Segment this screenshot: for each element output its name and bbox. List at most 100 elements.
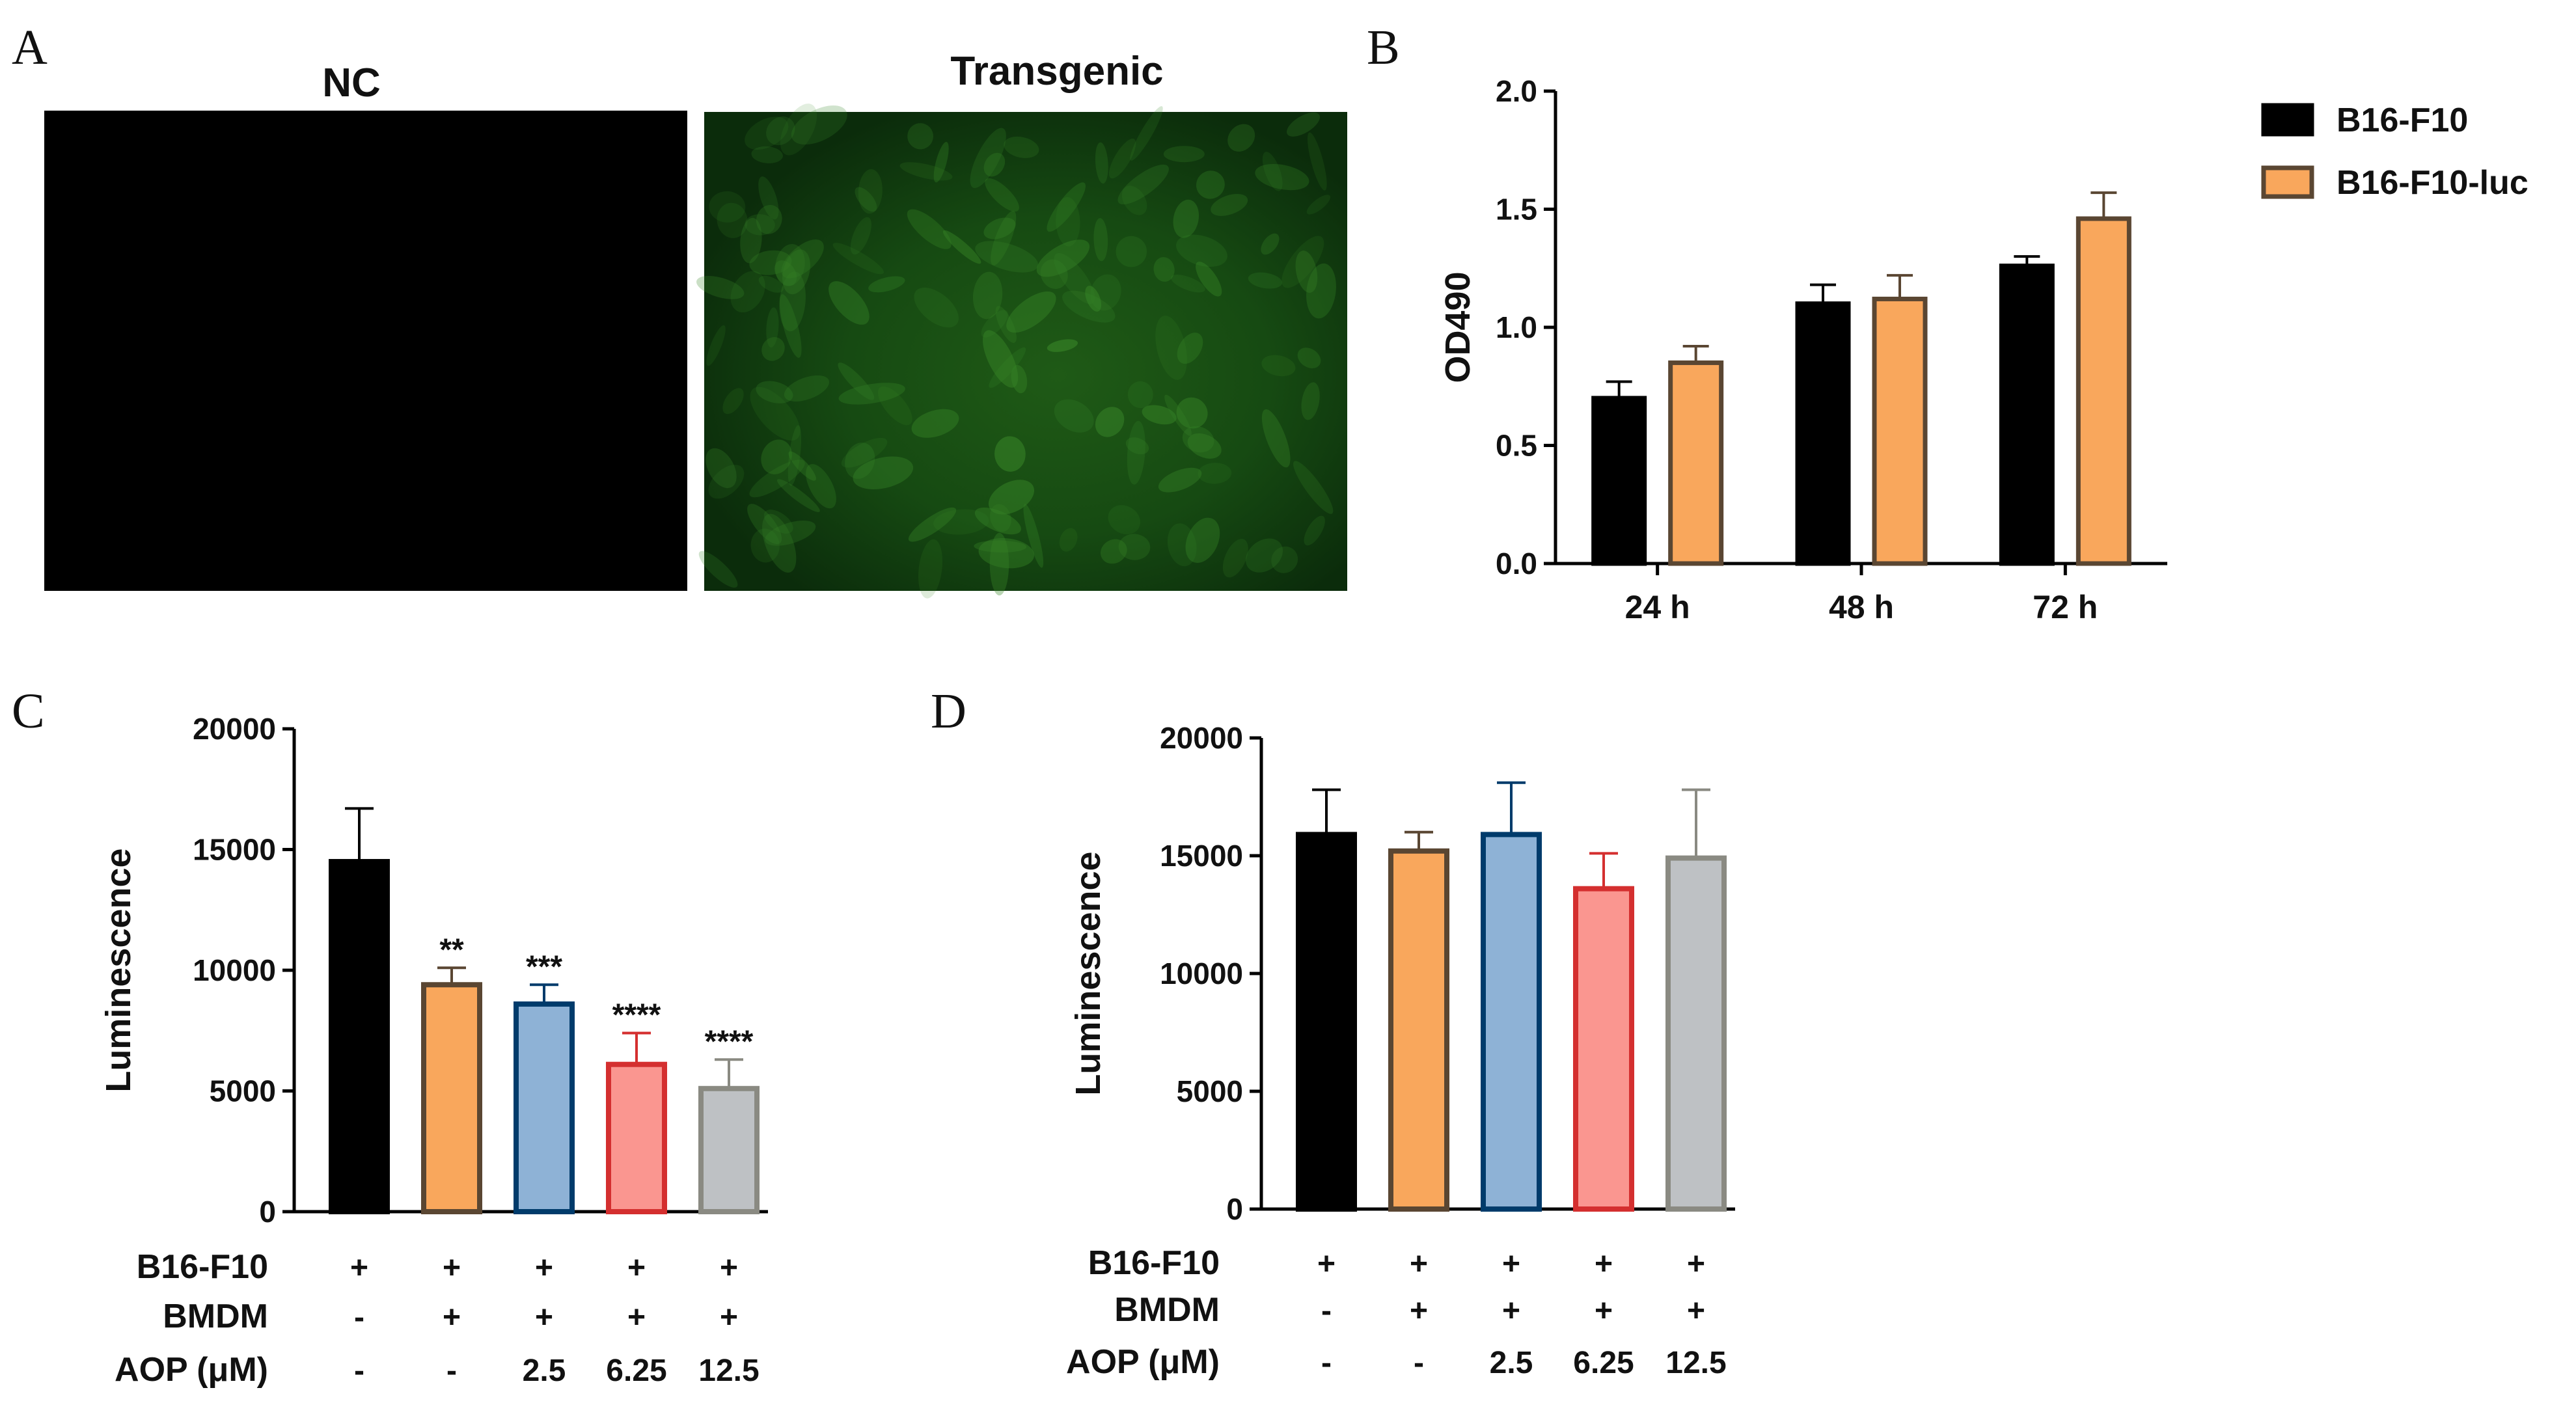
- fluorescent-cell: [838, 383, 905, 405]
- fluorescent-cell: [806, 464, 836, 509]
- fluorescent-cell: [749, 459, 805, 498]
- treatment-row-label: BMDM: [1114, 1291, 1220, 1329]
- treatment-row-label: B16-F10: [1088, 1244, 1220, 1282]
- y-tick-label: 0: [259, 1195, 276, 1229]
- fluorescent-cell: [1121, 185, 1147, 215]
- fluorescent-cell: [756, 205, 782, 234]
- bar-b16-f10-luc: [2076, 216, 2131, 566]
- treatment-cell: -: [1321, 1346, 1332, 1380]
- treatment-cell: +: [720, 1251, 738, 1285]
- treatment-cell: +: [1317, 1247, 1336, 1281]
- bar: [698, 1085, 760, 1215]
- fluorescent-cell: [1059, 528, 1078, 552]
- fluorescent-cell: [1108, 138, 1136, 179]
- bar: [606, 1061, 667, 1214]
- fluorescent-cell: [1307, 132, 1327, 191]
- fluorescent-cell: [853, 456, 914, 489]
- legend-label: B16-F10: [2336, 102, 2468, 139]
- fluorescent-cell: [1306, 263, 1336, 319]
- fluorescent-cell: [788, 451, 816, 481]
- y-tick-label: 20000: [1160, 721, 1243, 755]
- treatment-cell: +: [627, 1251, 646, 1285]
- fluorescent-cell: [766, 116, 795, 146]
- bar-b16-f10: [1999, 264, 2055, 566]
- fluorescent-cell: [1164, 394, 1192, 436]
- fluorescent-cell: [706, 448, 737, 489]
- fluorescent-cell: [1248, 272, 1283, 289]
- fluorescent-cell: [1245, 538, 1283, 573]
- fluorescent-cell: [745, 116, 789, 150]
- panel-letter-d: D: [931, 684, 966, 739]
- y-tick-label: 0: [1226, 1192, 1243, 1226]
- fluorescent-cell: [829, 281, 870, 325]
- fluorescent-cell: [780, 103, 817, 156]
- fluorescent-cell: [1196, 170, 1225, 199]
- bar: [1665, 855, 1727, 1212]
- fluorescent-cell: [1281, 236, 1324, 288]
- fluorescent-cell: [775, 244, 805, 286]
- y-tick-label: 0.5: [1496, 429, 1537, 463]
- fluorescent-cell: [841, 437, 888, 468]
- fluorescent-cell: [1198, 463, 1232, 484]
- bar: [1388, 848, 1449, 1212]
- y-tick-label: 5000: [1177, 1074, 1243, 1108]
- legend-swatch: [2261, 165, 2314, 199]
- fluorescent-cell: [1023, 504, 1044, 568]
- fluorescent-cell: [994, 436, 1026, 472]
- transgenic-image-title: Transgenic: [950, 49, 1163, 94]
- fluorescent-cell: [756, 381, 793, 403]
- fluorescent-cell: [761, 336, 785, 361]
- x-tick-label: 24 h: [1625, 589, 1690, 625]
- fluorescent-cell: [722, 388, 744, 415]
- treatment-cell: 12.5: [1665, 1346, 1726, 1380]
- fluorescent-cell: [698, 551, 738, 588]
- fluorescent-cell: [988, 480, 1035, 515]
- y-tick-label: 2.0: [1496, 74, 1537, 108]
- fluorescent-cell: [974, 540, 1027, 553]
- fluorescent-cell: [1211, 193, 1248, 216]
- panel-letter-a: A: [12, 20, 48, 75]
- fluorescent-cell: [751, 146, 783, 163]
- fluorescent-cell: [1118, 534, 1151, 560]
- fluorescent-cell: [1176, 397, 1208, 429]
- treatment-cell: -: [1414, 1346, 1424, 1380]
- fluorescent-cell: [749, 250, 792, 275]
- treatment-row-label: BMDM: [163, 1298, 268, 1335]
- fluorescent-cell: [838, 362, 875, 400]
- fluorescent-cell: [1176, 234, 1227, 267]
- fluorescent-cell: [991, 211, 1017, 266]
- fluorescent-cell: [1116, 236, 1147, 267]
- treatment-cell: 2.5: [523, 1354, 566, 1388]
- fluorescent-cell: [747, 504, 782, 545]
- fluorescent-cell: [766, 307, 779, 348]
- fluorescent-cell: [750, 528, 780, 563]
- bar: [514, 1001, 575, 1214]
- fluorescent-cell: [1271, 546, 1298, 573]
- y-axis-label: Luminescence: [99, 848, 138, 1092]
- fluorescent-cell: [1047, 339, 1078, 352]
- fluorescent-cell: [761, 439, 792, 474]
- fluorescent-cell: [1040, 259, 1068, 289]
- fluorescent-cell: [1306, 195, 1331, 215]
- panel-c-chart: 0 5000 10000 15000 20000 Luminescence + - - ** + + -…: [99, 712, 768, 1389]
- treatment-cell: +: [1595, 1247, 1613, 1281]
- treatment-cell: +: [535, 1300, 553, 1335]
- treatment-row-label: AOP (μM): [115, 1351, 268, 1389]
- x-tick-label: 72 h: [2033, 589, 2098, 625]
- fluorescent-cell: [717, 202, 748, 238]
- treatment-cell: 6.25: [1573, 1346, 1634, 1380]
- fluorescent-cell: [1127, 381, 1153, 409]
- panel-d-chart: 0 5000 10000 15000 20000 Luminescence + - - + + - + +…: [1066, 721, 1735, 1381]
- fluorescent-cell: [1036, 239, 1090, 277]
- fluorescent-cell: [776, 479, 820, 512]
- y-tick-label: 5000: [210, 1074, 276, 1108]
- treatment-cell: -: [446, 1354, 457, 1388]
- fluorescent-cell: [750, 387, 801, 441]
- fluorescent-cell: [1262, 152, 1283, 191]
- fluorescent-cell: [1177, 333, 1203, 364]
- fluorescent-cell: [1117, 164, 1169, 205]
- fluorescent-cell: [970, 128, 1006, 188]
- fluorescent-cell: [1293, 461, 1334, 514]
- fluorescent-cell: [899, 162, 953, 181]
- fluorescent-cell: [1171, 274, 1205, 293]
